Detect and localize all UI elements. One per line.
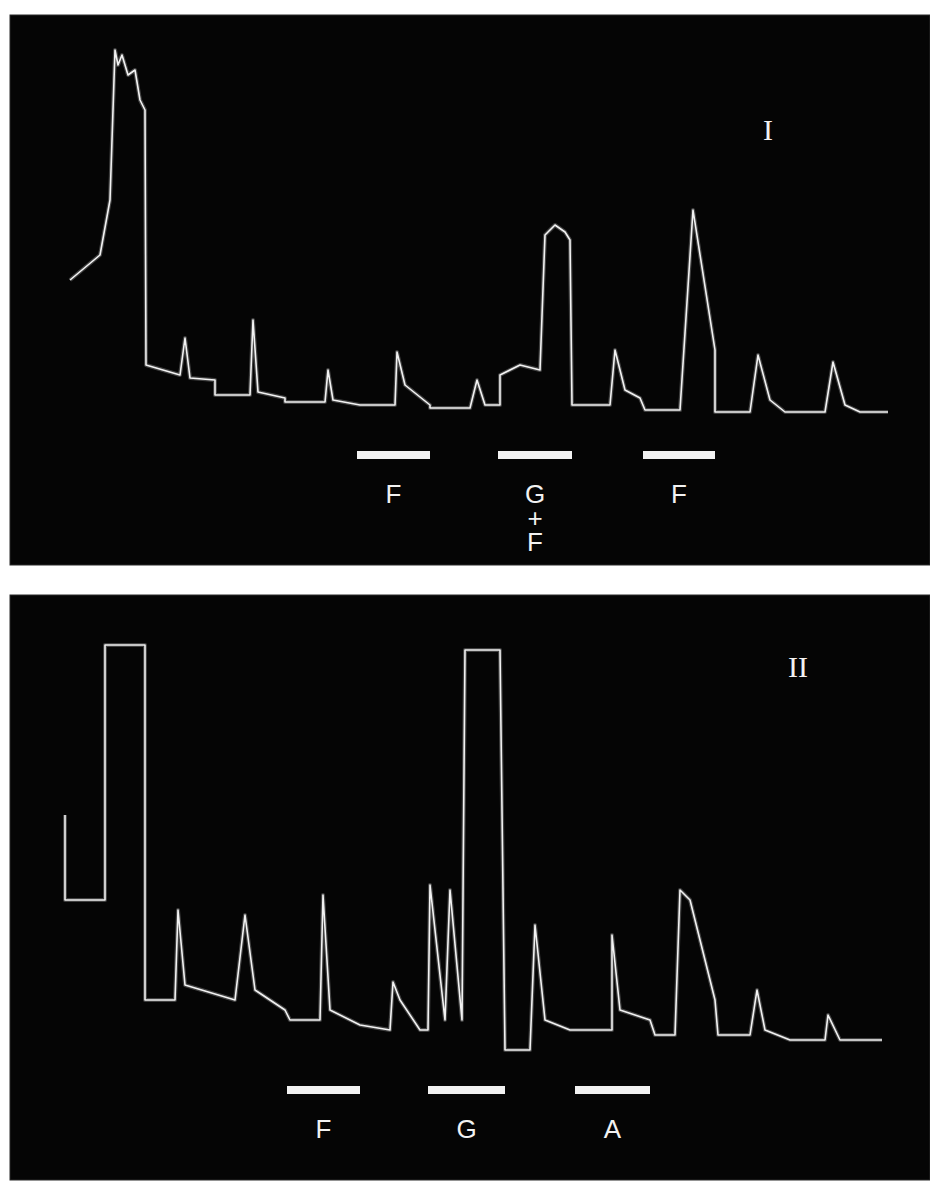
trace-glow — [65, 645, 882, 1050]
background — [0, 0, 930, 1200]
panel-title: II — [788, 650, 808, 683]
figure: IFG+FFIIFGA — [0, 0, 930, 1200]
stimulus-label: F — [671, 479, 687, 509]
marks — [70, 50, 888, 412]
trace — [65, 645, 882, 1050]
stimulus-bar — [643, 451, 715, 459]
stimulus-bar — [498, 451, 572, 459]
stimulus-bar — [575, 1086, 650, 1094]
annotations: FG+FF — [357, 455, 715, 557]
trace-glow — [70, 50, 888, 412]
stimulus-label: F — [316, 1114, 332, 1144]
panel: IFG+FF — [10, 15, 930, 565]
stimulus-bar — [428, 1086, 505, 1094]
stimulus-label: G — [456, 1114, 476, 1144]
plot-frame — [10, 595, 930, 1180]
stimulus-bar — [357, 451, 430, 459]
trace — [70, 50, 888, 412]
stimulus-label: F — [527, 527, 543, 557]
panel: II F G A — [10, 595, 930, 1180]
panel-title: I — [763, 113, 773, 146]
plot-frame — [10, 15, 930, 565]
stimulus-label: A — [604, 1114, 622, 1144]
marks — [65, 645, 882, 1050]
stimulus-bar — [287, 1086, 360, 1094]
stimulus-label: F — [386, 479, 402, 509]
annotations: FGA — [287, 1090, 650, 1144]
